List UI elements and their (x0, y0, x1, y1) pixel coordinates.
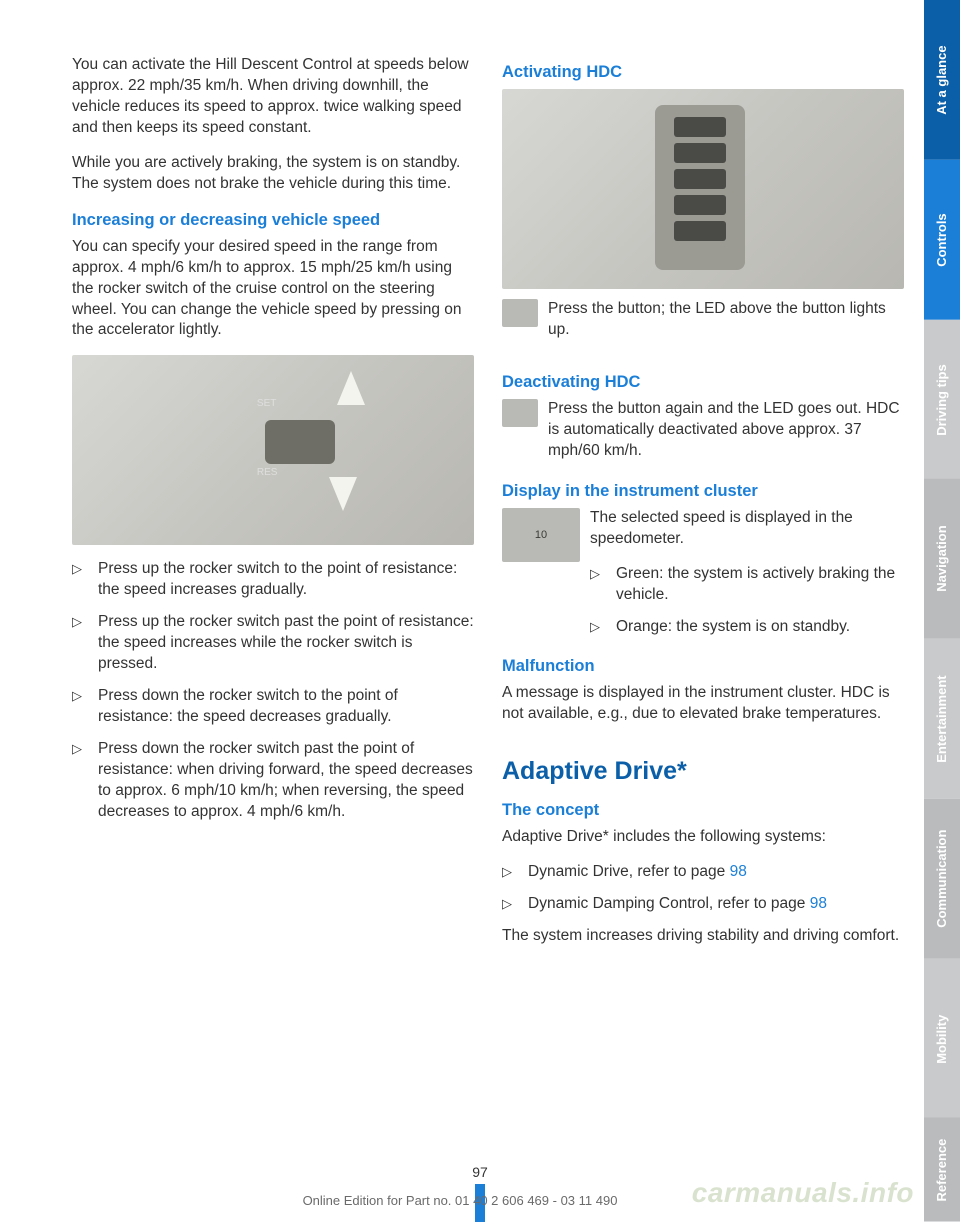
heading-speed: Increasing or decreasing vehicle speed (72, 209, 474, 231)
heading-activating: Activating HDC (502, 61, 904, 83)
tab-reference[interactable]: Reference (924, 1118, 960, 1222)
arrow-up-icon (337, 371, 365, 405)
console-button-icon (674, 221, 726, 241)
console-button-icon (674, 143, 726, 163)
rocker-bullet-2: Press up the rocker switch past the poin… (72, 612, 474, 675)
rocker-knob-graphic (265, 420, 335, 464)
center-console-graphic (655, 105, 745, 270)
page-number: 97 (472, 1163, 488, 1182)
deactivate-row: Press the button again and the LED goes … (502, 399, 904, 462)
speed-para: You can specify your desired speed in th… (72, 237, 474, 342)
display-text-block: The selected speed is displayed in the s… (590, 508, 904, 649)
arrow-down-icon (329, 477, 357, 511)
display-bullet-orange: Orange: the system is on standby. (590, 617, 904, 638)
content-area: You can activate the Hill Descent Contro… (0, 0, 924, 1222)
tab-navigation[interactable]: Navigation (924, 479, 960, 639)
concept-bullet-2: Dynamic Damping Control, refer to page 9… (502, 894, 904, 915)
deactivate-text-inline: Press the button again and the LED goes … (548, 399, 904, 462)
figure-hdc-button (502, 89, 904, 289)
rocker-bullet-list: Press up the rocker switch to the point … (72, 559, 474, 822)
heading-deactivating: Deactivating HDC (502, 371, 904, 393)
display-bullet-green: Green: the system is actively braking th… (590, 564, 904, 606)
concept-bullet-1: Dynamic Drive, refer to page 98 (502, 862, 904, 883)
display-row: 10 The selected speed is displayed in th… (502, 508, 904, 649)
hdc-button-icon (502, 299, 538, 327)
concept-outro: The system increases driving stability a… (502, 926, 904, 947)
tab-mobility[interactable]: Mobility (924, 959, 960, 1119)
display-bullet-list: Green: the system is actively braking th… (590, 564, 904, 638)
concept-bullet-1-text: Dynamic Drive, refer to page (528, 863, 730, 880)
activate-text: Press the button; the LED above the butt… (548, 299, 904, 341)
speedometer-icon: 10 (502, 508, 580, 562)
rocker-bullet-4: Press down the rocker switch past the po… (72, 739, 474, 823)
concept-bullet-2-text: Dynamic Damping Control, refer to page (528, 895, 810, 912)
tab-driving-tips[interactable]: Driving tips (924, 320, 960, 480)
right-column: Activating HDC Press the button; the LED… (502, 55, 904, 1222)
page-link-98b[interactable]: 98 (810, 895, 827, 912)
rocker-bullet-3: Press down the rocker switch to the poin… (72, 686, 474, 728)
page-link-98a[interactable]: 98 (730, 863, 747, 880)
concept-bullet-list: Dynamic Drive, refer to page 98 Dynamic … (502, 862, 904, 915)
hdc-button-icon (502, 399, 538, 427)
left-column: You can activate the Hill Descent Contro… (72, 55, 474, 1222)
rocker-set-label: SET (257, 397, 276, 411)
tab-controls[interactable]: Controls (924, 160, 960, 320)
side-tabs: At a glance Controls Driving tips Naviga… (924, 0, 960, 1222)
tab-at-a-glance[interactable]: At a glance (924, 0, 960, 160)
heading-concept: The concept (502, 799, 904, 821)
deactivate-text: Press the button again and the LED goes … (548, 400, 900, 459)
speed-icon-label: 10 (535, 528, 547, 543)
watermark: carmanuals.info (692, 1174, 914, 1212)
activate-row: Press the button; the LED above the butt… (502, 299, 904, 355)
intro-para-1: You can activate the Hill Descent Contro… (72, 55, 474, 139)
page-container: You can activate the Hill Descent Contro… (0, 0, 960, 1222)
malfunction-text: A message is displayed in the instrument… (502, 683, 904, 725)
tab-entertainment[interactable]: Entertainment (924, 639, 960, 799)
heading-adaptive-drive: Adaptive Drive* (502, 755, 904, 789)
figure-rocker-switch: SET RES (72, 355, 474, 545)
display-para: The selected speed is displayed in the s… (590, 508, 904, 550)
console-button-icon (674, 169, 726, 189)
console-button-icon (674, 195, 726, 215)
heading-malfunction: Malfunction (502, 655, 904, 677)
rocker-bullet-1: Press up the rocker switch to the point … (72, 559, 474, 601)
rocker-res-label: RES (257, 466, 278, 480)
intro-para-2: While you are actively braking, the syst… (72, 153, 474, 195)
heading-display: Display in the instrument cluster (502, 480, 904, 502)
console-button-icon (674, 117, 726, 137)
concept-intro: Adaptive Drive* includes the following s… (502, 827, 904, 848)
tab-communication[interactable]: Communication (924, 799, 960, 959)
